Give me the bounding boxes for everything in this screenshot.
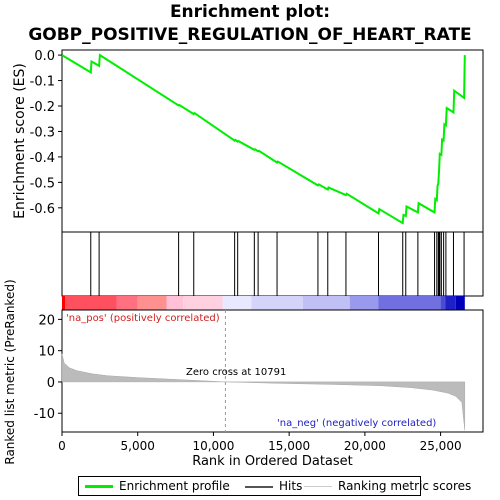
x-axis: 0 5,000 10,000 15,000 20,000 25,000 Rank in Or… [58,432,462,469]
rank-color-segment [455,296,465,310]
legend: Enrichment profile Hits Ranking metric s… [78,476,471,496]
rank-color-segment [440,296,446,310]
es-plot-frame [61,49,484,233]
rank-color-segment [166,296,184,310]
legend-swatch-line [245,485,273,488]
ranked-ylabel: Ranked list metric (PreRanked) [3,279,17,464]
positive-label: 'na_pos' (positively correlated) [66,313,220,324]
negative-label: 'na_neg' (negatively correlated) [277,418,436,429]
ranking-metric-area [61,353,466,431]
legend-item-hits: Hits [245,479,302,493]
ranked-ytick-label: 20 [38,313,55,328]
rank-color-bar [62,296,465,310]
legend-label: Enrichment profile [119,479,230,493]
xtick-label: 25,000 [420,439,462,453]
es-ytick-label: -0.3 [30,125,55,140]
rank-color-segment [137,296,167,310]
es-ytick-label: -0.5 [30,176,55,191]
chart-title-line2: GOBP_POSITIVE_REGULATION_OF_HEART_RATE [28,25,472,45]
rank-color-segment [222,296,252,310]
hits-frame [61,231,484,297]
rank-color-segment [378,296,441,310]
xtick-label: 5,000 [121,439,155,453]
ranked-ytick-label: -10 [34,407,55,422]
es-ytick-label: -0.1 [30,75,55,90]
es-ytick-label: -0.6 [30,202,55,217]
es-ytick-label: 0.0 [34,49,55,64]
rank-color-segment [116,296,138,310]
es-ytick-label: -0.2 [30,100,55,115]
xtick-label: 0 [58,439,66,453]
rank-color-segment [183,296,223,310]
ranked-ytick-label: 10 [38,345,55,360]
chart-title-line1: Enrichment plot: [169,2,331,22]
legend-label: Ranking metric scores [338,479,472,493]
ranked-metric-panel: 20 10 0 -10 'na_pos' (positively correlated)… [3,279,484,465]
rank-color-segment [62,296,66,310]
hits-panel [61,231,484,297]
legend-swatch-line [304,486,332,487]
rank-color-segment [65,296,117,310]
enrichment-profile-line [61,53,466,225]
legend-swatch-line [85,485,113,488]
ranked-ytick-label: 0 [47,376,55,391]
zero-cross-label: Zero cross at 10791 [186,367,286,378]
es-ylabel: Enrichment score (ES) [12,63,28,219]
xtick-label: 15,000 [268,439,310,453]
xtick-label: 20,000 [344,439,386,453]
rank-color-segment [302,296,350,310]
es-ytick-label: -0.4 [30,151,55,166]
rank-color-segment [349,296,379,310]
legend-item-ranking-metric: Ranking metric scores [304,479,471,493]
legend-item-enrichment-profile: Enrichment profile [85,479,230,493]
legend-label: Hits [279,479,303,493]
rank-color-segment [445,296,456,310]
rank-color-segment [251,296,303,310]
x-axis-label: Rank in Ordered Dataset [192,454,353,469]
xtick-label: 10,000 [192,439,234,453]
